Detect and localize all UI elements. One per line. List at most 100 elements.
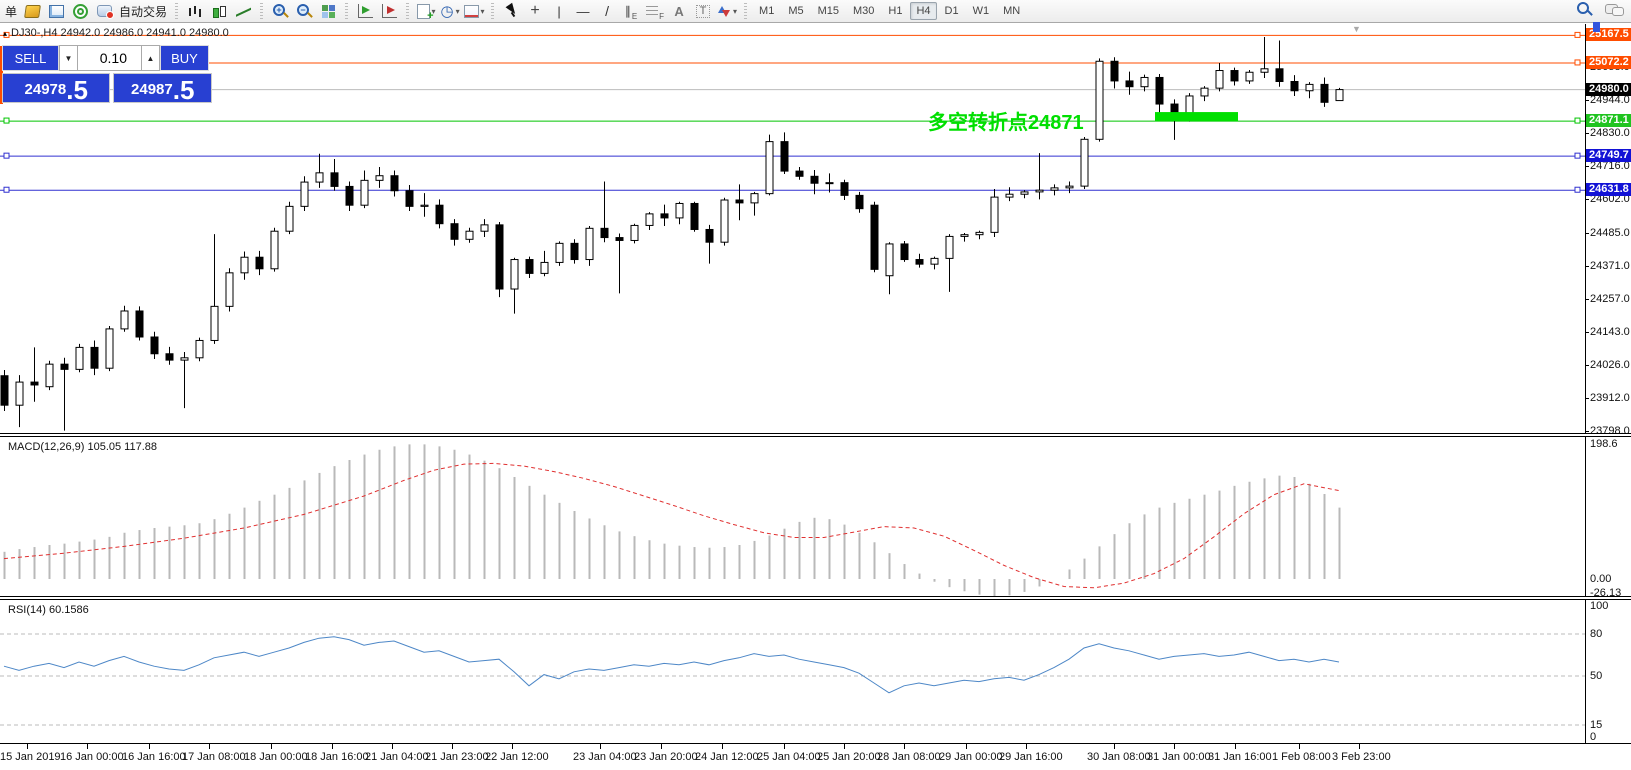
trendline-icon: / xyxy=(605,3,609,19)
zoom-out-icon xyxy=(297,4,311,18)
time-tick-label: 25 Jan 04:00 xyxy=(757,751,821,763)
toolbar-separator xyxy=(260,3,264,19)
volume-decrease-button[interactable]: ▼ xyxy=(59,45,78,71)
arrows-icon[interactable]: ▾ xyxy=(716,1,738,21)
buy-button[interactable]: BUY xyxy=(160,45,209,71)
buy-price[interactable]: 24987.5 xyxy=(113,73,212,103)
sell-price[interactable]: 24978.5 xyxy=(2,73,111,103)
price-badge: 24980.0 xyxy=(1586,82,1631,96)
charts-window-icon[interactable] xyxy=(45,1,67,21)
chevron-down-icon[interactable]: ▾ xyxy=(480,6,485,16)
time-tick-label: 17 Jan 08:00 xyxy=(182,751,246,763)
time-tick-label: 23 Jan 20:00 xyxy=(634,751,698,763)
macd-axis-label: 0.00 xyxy=(1590,573,1612,585)
candlestick-chart-icon[interactable] xyxy=(208,1,230,21)
price-axis-border xyxy=(1585,24,1586,769)
price-tick-label: 24944.0 xyxy=(1590,94,1630,106)
chevron-down-icon[interactable]: ▾ xyxy=(733,6,738,16)
horizontal-line-icon[interactable]: — xyxy=(572,1,594,21)
templates-icon[interactable]: ▾ xyxy=(463,1,485,21)
timeframe-m1[interactable]: M1 xyxy=(759,5,775,17)
autotrading-label[interactable]: 自动交易 xyxy=(119,4,168,19)
virtual-hosting-icon[interactable] xyxy=(93,1,115,21)
fibonacci-icon[interactable]: F xyxy=(644,1,666,21)
pane-separator[interactable] xyxy=(0,596,1631,600)
timeframe-m15[interactable]: M15 xyxy=(817,5,839,17)
text-label-icon[interactable]: T xyxy=(692,1,714,21)
macd-pane[interactable] xyxy=(0,437,1585,597)
periods-icon[interactable]: ◷ ▾ xyxy=(439,1,461,21)
trendline-icon[interactable]: / xyxy=(596,1,618,21)
auto-scroll-icon[interactable] xyxy=(354,1,376,21)
chevron-down-icon[interactable]: ▾ xyxy=(455,6,460,16)
cursor-icon[interactable] xyxy=(500,1,522,21)
volume-input[interactable] xyxy=(78,45,141,71)
timeframe-w1[interactable]: W1 xyxy=(972,5,990,17)
time-tick-label: 24 Jan 12:00 xyxy=(695,751,759,763)
price-badge: 24871.1 xyxy=(1586,114,1631,128)
toolbar-separator xyxy=(345,3,349,19)
rsi-indicator-label: RSI(14) 60.1586 xyxy=(8,604,89,616)
timeframe-m5[interactable]: M5 xyxy=(788,5,804,17)
time-tick-mark xyxy=(332,744,333,749)
time-tick-label: 18 Jan 00:00 xyxy=(244,751,308,763)
volume-increase-button[interactable]: ▲ xyxy=(141,45,160,71)
price-tick-mark xyxy=(1585,365,1589,367)
search-icon[interactable] xyxy=(1577,2,1591,16)
bull-bear-annotation[interactable]: 多空转折点24871 xyxy=(928,112,1084,134)
rsi-pane[interactable] xyxy=(0,600,1585,743)
chart-area[interactable]: ▴ DJ30-,H4 24942.0 24986.0 24941.0 24980.… xyxy=(0,22,1631,770)
virtual-hosting-icon xyxy=(96,5,114,19)
ohlc-bars-chart-icon xyxy=(188,5,203,17)
new-order-icon[interactable]: ▾ xyxy=(415,1,437,22)
price-tick-mark xyxy=(1585,198,1589,200)
candlestick-chart-icon xyxy=(212,5,227,18)
vertical-line-icon: | xyxy=(557,3,561,19)
order-book-icon xyxy=(23,4,41,18)
chevron-down-icon[interactable]: ▾ xyxy=(431,6,436,16)
timeframe-h4[interactable]: H4 xyxy=(910,2,937,20)
chart-title-text: DJ30-,H4 24942.0 24986.0 24941.0 24980.0 xyxy=(11,27,229,39)
zoom-out-icon[interactable] xyxy=(293,1,315,21)
crosshair-icon[interactable]: + xyxy=(524,1,546,21)
order-book-icon[interactable] xyxy=(21,1,43,21)
time-tick-mark xyxy=(844,744,845,749)
price-badge: 25072.2 xyxy=(1586,55,1631,69)
time-tick-mark xyxy=(661,744,662,749)
chat-icon[interactable] xyxy=(1605,3,1624,16)
ohlc-bars-chart-icon[interactable] xyxy=(184,1,206,21)
chart-shift-marker-icon: ▼ xyxy=(1352,24,1361,34)
time-tick-label: 18 Jan 16:00 xyxy=(305,751,369,763)
time-tick-label: 16 Jan 16:00 xyxy=(122,751,186,763)
timeframe-h1[interactable]: H1 xyxy=(888,5,903,17)
time-tick-mark xyxy=(1299,744,1300,749)
fibonacci-icon xyxy=(646,6,659,16)
price-pane[interactable] xyxy=(0,24,1585,434)
timeframe-d1[interactable]: D1 xyxy=(944,5,959,17)
price-tick-label: 24371.0 xyxy=(1590,259,1630,272)
timeframe-m30[interactable]: M30 xyxy=(853,5,875,17)
tile-windows-icon[interactable] xyxy=(317,1,339,21)
price-tick-mark xyxy=(1585,431,1589,433)
line-chart-icon[interactable] xyxy=(232,1,254,21)
vertical-line-icon[interactable]: | xyxy=(548,1,570,21)
sell-button[interactable]: SELL xyxy=(2,45,59,71)
channel-icon[interactable]: ∥ E xyxy=(624,4,638,21)
price-tick-label: 24143.0 xyxy=(1590,325,1630,338)
pane-separator[interactable] xyxy=(0,433,1631,437)
text-icon[interactable]: A xyxy=(668,1,690,21)
rsi-axis-label: 15 xyxy=(1590,719,1603,731)
time-tick-mark xyxy=(1359,744,1360,749)
timeframe-mn[interactable]: MN xyxy=(1003,5,1021,17)
time-tick-mark xyxy=(904,744,905,749)
zoom-in-icon[interactable] xyxy=(269,1,291,21)
time-tick-label: 29 Jan 16:00 xyxy=(999,751,1063,763)
chart-shift-icon[interactable] xyxy=(378,1,400,21)
market-signal-icon[interactable] xyxy=(69,1,91,21)
time-tick-label: 1 Feb 08:00 xyxy=(1272,751,1331,763)
orders-cn-label[interactable]: 单 xyxy=(5,4,18,19)
time-tick-label: 25 Jan 20:00 xyxy=(817,751,881,763)
time-tick-mark xyxy=(1026,744,1027,749)
time-tick-mark xyxy=(784,744,785,749)
crosshair-icon: + xyxy=(530,2,540,19)
